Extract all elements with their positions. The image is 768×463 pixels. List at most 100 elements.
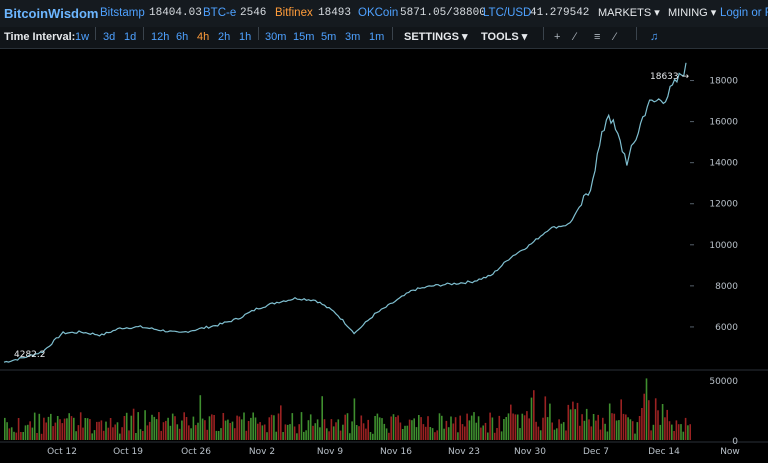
exchange-bitfinex-link[interactable]: Bitfinex: [275, 7, 313, 19]
volume-bar: [528, 418, 530, 440]
volume-bar: [323, 419, 326, 440]
brand-logo[interactable]: BitcoinWisdom: [4, 6, 99, 21]
volume-bar: [116, 422, 119, 440]
volume-bar: [447, 427, 450, 440]
interval-3m[interactable]: 3m: [345, 31, 361, 43]
volume-bar: [544, 396, 547, 440]
interval-1d[interactable]: 1d: [124, 31, 137, 43]
volume-bar: [27, 424, 29, 440]
interval-30m[interactable]: 30m: [265, 31, 287, 43]
volume-bar: [452, 423, 455, 440]
volume-bar: [167, 417, 169, 440]
bell-icon[interactable]: ♫: [650, 31, 659, 43]
volume-bar: [585, 408, 588, 440]
volume-bar: [353, 398, 356, 440]
interval-6h[interactable]: 6h: [176, 31, 189, 43]
volume-bar: [93, 430, 96, 440]
draw-icon[interactable]: ⁄: [614, 31, 616, 43]
volume-bar: [482, 425, 484, 440]
volume-bar: [266, 432, 268, 440]
interval-12h[interactable]: 12h: [151, 31, 170, 43]
volume-bar: [613, 413, 616, 440]
volume-bar: [282, 432, 284, 440]
volume-bar: [650, 430, 652, 440]
time-tick-label: Nov 2: [249, 447, 275, 457]
volume-bar: [197, 422, 199, 440]
exchange-okcoin-link[interactable]: OKCoin: [358, 7, 399, 19]
volume-bar: [574, 409, 576, 440]
volume-bar: [229, 423, 231, 440]
plus-icon[interactable]: +: [554, 31, 561, 43]
time-tick-label: Now: [720, 447, 740, 457]
interval-3d[interactable]: 3d: [103, 31, 116, 43]
volume-bar: [250, 417, 252, 440]
interval-4h[interactable]: 4h: [197, 31, 210, 43]
volume-bar: [464, 426, 466, 440]
volume-bar: [201, 418, 204, 440]
volume-bar: [54, 422, 57, 440]
volume-bar: [413, 418, 415, 440]
volume-bar: [17, 418, 20, 440]
interval-1m[interactable]: 1m: [369, 31, 385, 43]
volume-bar: [181, 420, 183, 440]
volume-bar: [107, 427, 110, 440]
exchange-ltcusd-link[interactable]: LTC/USD: [483, 7, 532, 19]
volume-bar: [342, 424, 344, 440]
interval-5m[interactable]: 5m: [321, 31, 337, 43]
volume-bar: [500, 431, 503, 440]
volume-bar: [376, 413, 379, 440]
volume-bar: [369, 432, 372, 440]
volume-bar: [252, 412, 254, 440]
last-price-label: 18633 →: [650, 72, 689, 82]
login-link[interactable]: Login or Re: [720, 7, 768, 19]
volume-bar: [222, 413, 225, 440]
volume-bar: [321, 396, 323, 440]
volume-bar: [238, 416, 241, 440]
volume-bar: [314, 423, 317, 440]
lines-icon[interactable]: ≡: [594, 31, 601, 43]
markets-menu[interactable]: MARKETS ▾: [598, 7, 660, 19]
volume-bar: [261, 425, 264, 440]
volume-bar: [671, 424, 673, 440]
volume-bar: [431, 428, 434, 440]
volume-bar: [277, 413, 280, 440]
price-line: [3, 62, 687, 363]
volume-bar: [61, 423, 64, 440]
volume-bar: [530, 397, 533, 440]
tools-menu[interactable]: TOOLS ▾: [481, 31, 528, 43]
volume-bar: [553, 429, 556, 440]
volume-bar: [689, 424, 691, 440]
volume-bar: [638, 416, 641, 440]
volume-bar: [337, 419, 340, 440]
volume-bar: [687, 425, 689, 440]
price-chart[interactable]: 6000 8000 10000 12000 14000 16000 18000 Oct 12…: [0, 49, 768, 463]
exchange-bitstamp-link[interactable]: Bitstamp: [100, 7, 145, 19]
volume-bar: [86, 418, 89, 440]
volume-bar: [477, 416, 480, 440]
volume-bar: [59, 419, 61, 440]
interval-15m[interactable]: 15m: [293, 31, 315, 43]
volume-bar: [503, 419, 505, 440]
volume-bar: [675, 420, 678, 440]
volume-bar: [40, 433, 43, 440]
volume-bar: [572, 401, 574, 440]
volume-bar: [615, 420, 618, 440]
interval-1h[interactable]: 1h: [239, 31, 252, 43]
interval-2h[interactable]: 2h: [218, 31, 231, 43]
mining-menu[interactable]: MINING ▾: [668, 7, 717, 19]
volume-bar: [289, 424, 291, 440]
settings-menu[interactable]: SETTINGS ▾: [404, 31, 468, 43]
volume-bar: [523, 415, 526, 440]
volume-bar: [514, 414, 517, 440]
time-tick-label: Nov 16: [380, 447, 412, 457]
volume-bar: [293, 426, 296, 440]
volume-bar: [657, 410, 659, 440]
exchange-btce-link[interactable]: BTC-e: [203, 7, 237, 19]
volume-bar: [298, 424, 300, 440]
volume-bar: [79, 412, 82, 440]
line-icon[interactable]: ∕: [574, 31, 576, 43]
volume-bar: [668, 421, 671, 440]
interval-1w[interactable]: 1w: [75, 31, 90, 43]
volume-bar: [661, 404, 664, 440]
price-tick-label: 8000: [715, 282, 738, 292]
